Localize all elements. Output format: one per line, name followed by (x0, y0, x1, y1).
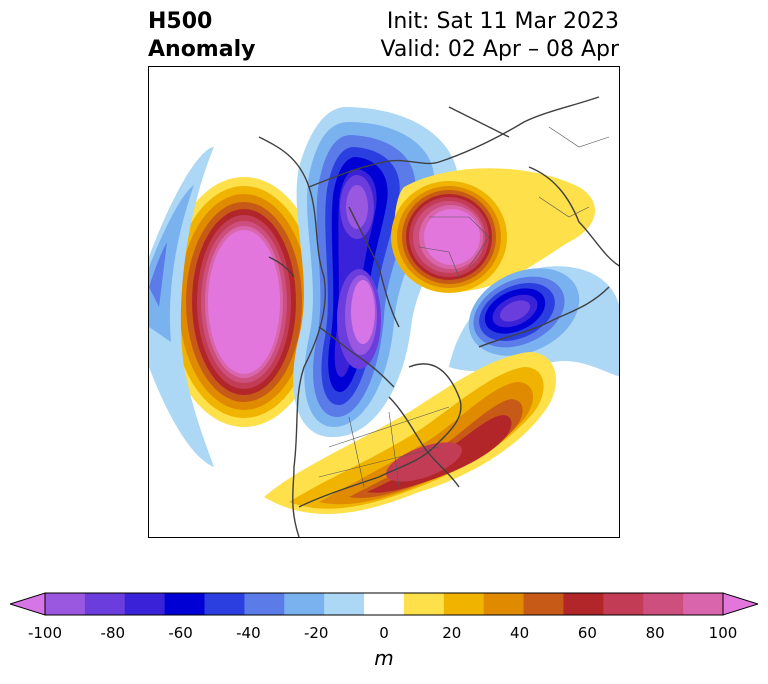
anomaly-pacific-ridge (164, 177, 324, 427)
colorbar-segment (164, 593, 206, 615)
colorbar-tick-label: -40 (236, 624, 261, 642)
colorbar-segment (563, 593, 604, 615)
anomaly-atlantic-ridge (264, 352, 556, 514)
colorbar-min-extend (10, 592, 46, 616)
colorbar-segment (204, 593, 245, 615)
colorbar-tick-label: -20 (303, 624, 329, 642)
colorbar-max-extend (722, 592, 758, 616)
anomaly-west-trough (149, 147, 214, 467)
colorbar-segment (45, 593, 86, 615)
anomaly-eurasian-ridge (391, 168, 596, 293)
title-line-2: Anomaly (148, 37, 256, 62)
colorbar (10, 592, 758, 616)
colorbar-segment (443, 593, 485, 615)
political-borders (318, 126, 610, 488)
coastlines (258, 96, 619, 537)
colorbar-tick-label: -60 (168, 624, 193, 642)
colorbar-tick-label: 20 (442, 624, 462, 642)
colorbar-segment (603, 593, 644, 615)
colorbar-tick-label: 60 (577, 624, 597, 642)
title-line-1: H500 (148, 9, 213, 34)
colorbar-tick-label: 40 (510, 624, 530, 642)
colorbar-segment (523, 593, 564, 615)
colorbar-segment (244, 593, 285, 615)
anomaly-map (148, 66, 620, 538)
init-date: Init: Sat 11 Mar 2023 (386, 9, 619, 34)
colorbar-segment (483, 593, 525, 615)
colorbar-tick-label: 0 (379, 624, 389, 642)
colorbar-segment (403, 593, 445, 615)
colorbar-tick-label: -100 (27, 624, 63, 642)
colorbar-segment (124, 593, 166, 615)
colorbar-segment (324, 593, 365, 615)
colorbar-segment (84, 593, 126, 615)
colorbar-segment (364, 593, 405, 615)
colorbar-tick-label: 100 (708, 624, 738, 642)
colorbar-segment (683, 593, 724, 615)
colorbar-segment (643, 593, 684, 615)
colorbar-tick-label: -80 (100, 624, 126, 642)
colorbar-segment (284, 593, 325, 615)
colorbar-outline (44, 592, 724, 616)
colorbar-unit: m (374, 646, 394, 670)
anomaly-east-trough (449, 266, 619, 377)
map-title: H500 Anomaly (148, 8, 255, 64)
colorbar-segments (45, 593, 724, 615)
anomaly-map-graphic (149, 96, 619, 537)
valid-range: Valid: 02 Apr – 08 Apr (380, 37, 620, 62)
colorbar-tick-label: 80 (645, 624, 665, 642)
init-valid-label: Init: Sat 11 Mar 2023 Valid: 02 Apr – 08… (381, 8, 620, 64)
